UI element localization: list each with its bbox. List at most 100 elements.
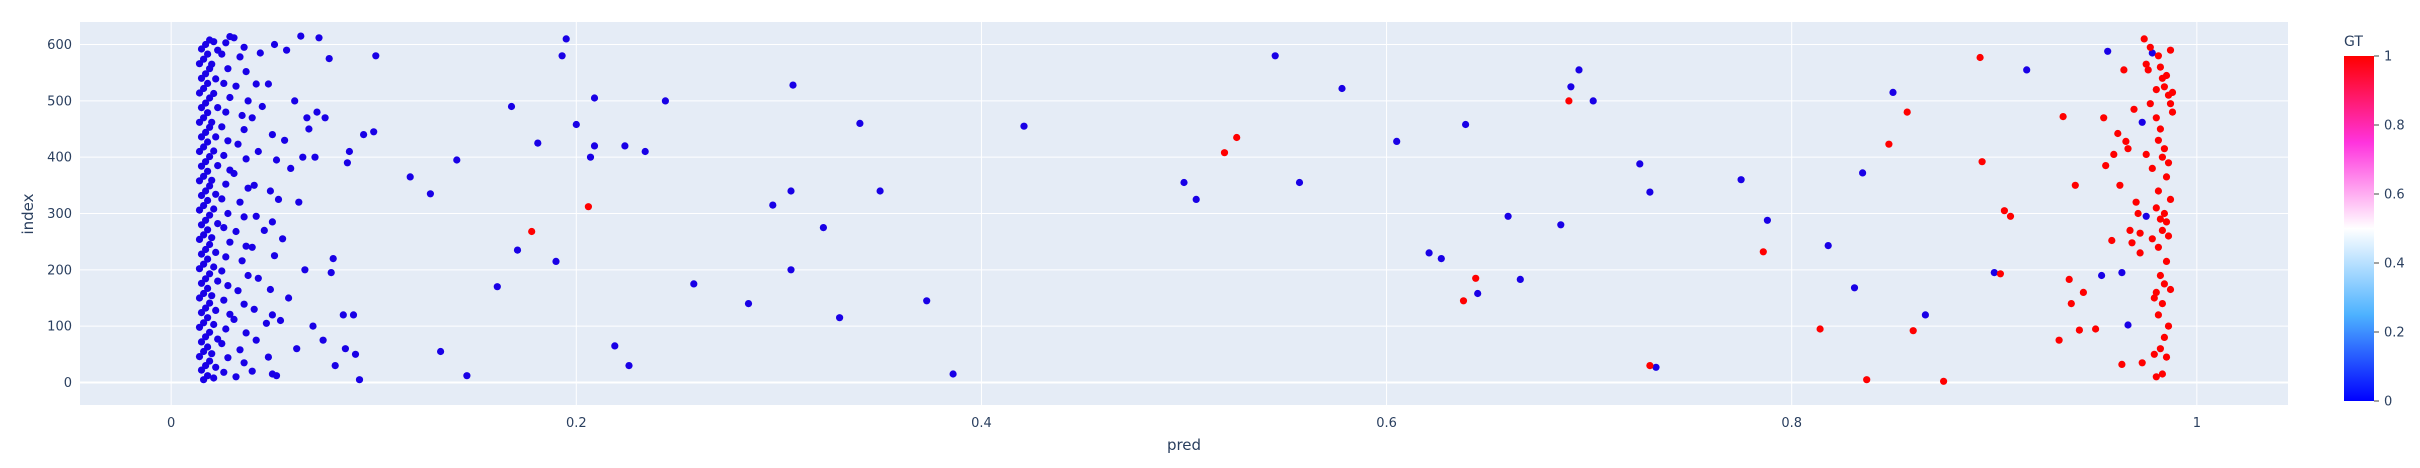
scatter-point [238, 111, 246, 120]
scatter-point [222, 180, 230, 188]
scatter-point [1978, 158, 1986, 166]
scatter-point [2124, 321, 2132, 329]
scatter-point [2166, 46, 2175, 54]
scatter-point [1338, 84, 1346, 93]
scatter-point [240, 359, 248, 367]
scatter-point [202, 128, 210, 136]
scatter-point [2162, 218, 2171, 226]
scatter-point [2102, 162, 2110, 170]
scatter-point [206, 153, 214, 161]
scatter-point [2138, 118, 2146, 126]
scatter-point [2158, 226, 2166, 234]
scatter-point [769, 201, 777, 209]
scatter-point [200, 172, 208, 180]
scatter-point [2152, 114, 2160, 122]
scatter-point [214, 162, 222, 170]
y-tick-label: 0 [64, 376, 72, 391]
scatter-point [204, 138, 212, 146]
scatter-point [212, 363, 220, 371]
scatter-point [268, 131, 276, 139]
scatter-point [2148, 164, 2156, 172]
scatter-point [355, 376, 364, 384]
scatter-point [2059, 113, 2067, 121]
scatter-point [2104, 47, 2112, 55]
scatter-point [283, 46, 291, 54]
scatter-point [923, 297, 931, 305]
scatter-point [2136, 249, 2144, 257]
scatter-point [276, 316, 285, 325]
scatter-point [262, 319, 270, 327]
scatter-point [248, 114, 256, 122]
scatter-point [230, 169, 238, 178]
scatter-point [1921, 311, 1929, 319]
colorbar-tick-label: 0.6 [2384, 188, 2405, 203]
scatter-point [210, 263, 218, 271]
scatter-point [212, 248, 220, 256]
scatter-point [195, 353, 204, 361]
scatter-point [206, 270, 214, 278]
scatter-point [230, 34, 238, 42]
scatter-point [528, 227, 536, 236]
scatter-point [220, 224, 228, 232]
scatter-point [2000, 207, 2008, 215]
scatter-point [204, 196, 212, 205]
scatter-point [293, 345, 301, 353]
scatter-point [224, 137, 232, 145]
scatter-point [2156, 125, 2164, 133]
scatter-point [2156, 345, 2164, 353]
scatter-point [297, 32, 305, 40]
scatter-point [2162, 173, 2171, 181]
scatter-point [264, 80, 272, 88]
scatter-point [204, 109, 212, 117]
scatter-point [208, 292, 216, 300]
scatter-point [224, 65, 232, 73]
scatter-point [1220, 149, 1229, 157]
scatter-point [240, 43, 248, 51]
scatter-point [2164, 159, 2173, 167]
scatter-point [311, 153, 319, 161]
scatter-point [240, 213, 248, 221]
scatter-point [1903, 108, 1911, 116]
x-tick-label: 0.8 [1781, 416, 1802, 431]
scatter-point [360, 131, 368, 139]
scatter-point [224, 354, 232, 362]
scatter-point [242, 242, 250, 250]
scatter-point [787, 187, 795, 195]
scatter-point [222, 253, 230, 261]
scatter-point [2126, 226, 2134, 234]
scatter-point [204, 372, 212, 380]
scatter-point [2156, 271, 2164, 280]
scatter-point [493, 283, 501, 291]
scatter-point [206, 211, 214, 219]
scatter-point [244, 184, 252, 192]
scatter-point [301, 266, 309, 274]
scatter-point [242, 68, 250, 76]
scatter-point [313, 108, 321, 116]
scatter-point [2122, 137, 2130, 145]
scatter-point [562, 35, 570, 43]
scatter-point [819, 224, 828, 232]
scatter-point [2168, 88, 2177, 96]
scatter-point [242, 155, 250, 163]
scatter-point [372, 52, 380, 60]
scatter-point [202, 70, 210, 78]
scatter-point [1516, 275, 1524, 283]
colorbar: GT 0 0.2 0.4 0.6 0.8 1 [2344, 34, 2405, 410]
x-tick-label: 1 [2193, 416, 2201, 431]
scatter-point [218, 340, 226, 348]
scatter-point [1652, 363, 1660, 371]
scatter-point [2166, 285, 2175, 294]
scatter-point [204, 226, 212, 234]
scatter-point [319, 336, 327, 344]
scatter-point [534, 139, 542, 147]
scatter-point [1557, 221, 1565, 229]
scatter-point [2158, 153, 2166, 161]
scatter-point [250, 181, 258, 189]
scatter-point [210, 89, 218, 98]
scatter-point [2055, 336, 2063, 344]
scatter-point [232, 373, 240, 381]
data-points [195, 32, 2177, 385]
scatter-point [305, 125, 313, 133]
scatter-point [2164, 232, 2173, 240]
